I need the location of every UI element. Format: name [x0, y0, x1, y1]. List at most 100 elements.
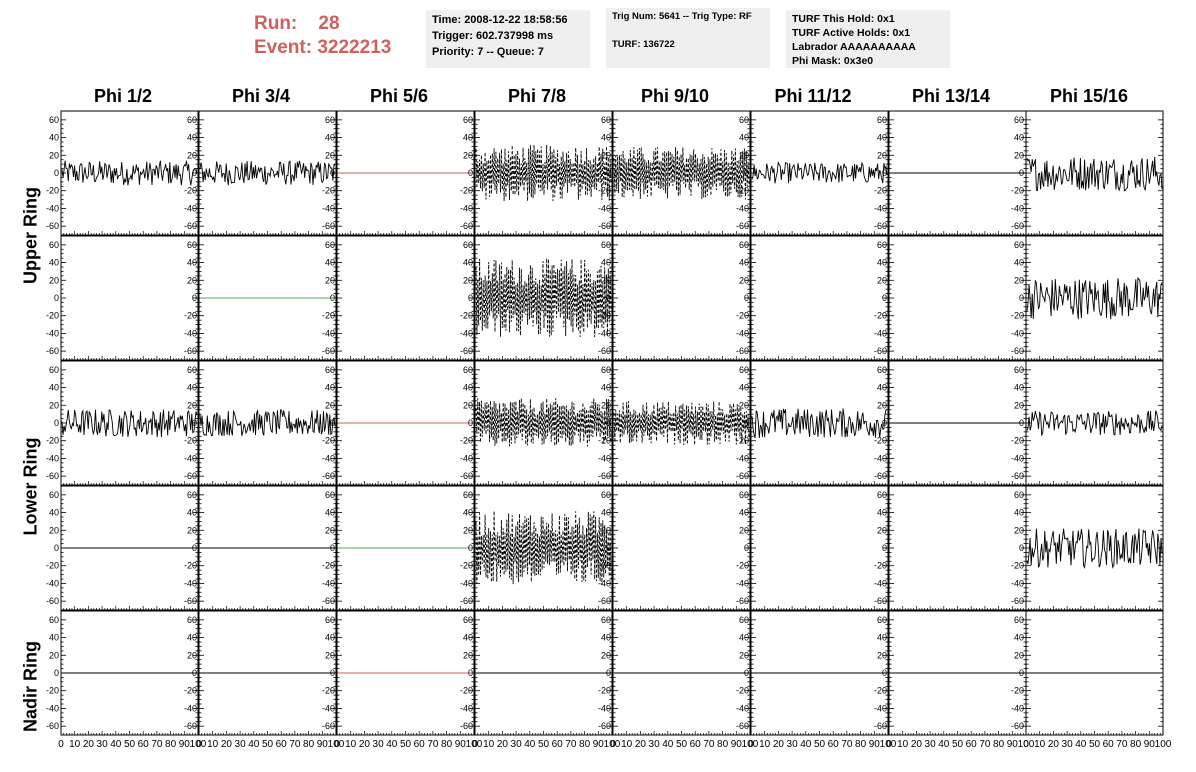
- y-tick-label: 60: [325, 115, 335, 125]
- y-tick-label: 60: [463, 115, 473, 125]
- x-tick-label: 60: [414, 739, 426, 750]
- y-tick-label: 0: [330, 293, 335, 303]
- x-tick-label: 60: [1103, 739, 1115, 750]
- y-tick-label: 60: [877, 490, 887, 500]
- waveform-panel: 60 40 20 0 -20 -40 -60: [184, 110, 337, 236]
- x-tick-label: 30: [925, 739, 937, 750]
- y-tick-label: 60: [601, 115, 611, 125]
- y-tick-label: -20: [1011, 686, 1024, 696]
- y-tick-label: 0: [1019, 543, 1024, 553]
- x-tick-label: 10: [759, 739, 771, 750]
- x-tick-label: 40: [110, 739, 122, 750]
- y-tick-label: 40: [463, 508, 473, 518]
- x-tick-label: 60: [828, 739, 840, 750]
- y-tick-label: -40: [736, 578, 749, 588]
- waveform-panel: 60 40 20 0 -20 -40 -60: [46, 485, 199, 611]
- run-value: 28: [318, 13, 340, 34]
- y-tick-label: 20: [601, 150, 611, 160]
- x-tick-label: 20: [359, 739, 371, 750]
- y-tick-label: 40: [1014, 258, 1024, 268]
- x-tick-label: 80: [303, 739, 315, 750]
- y-tick-label: 60: [601, 365, 611, 375]
- x-tick-label: 80: [165, 739, 177, 750]
- y-tick-label: -60: [184, 346, 197, 356]
- y-tick-label: 40: [739, 383, 749, 393]
- y-tick-label: 20: [601, 525, 611, 535]
- y-tick-label: 20: [187, 525, 197, 535]
- y-tick-label: 0: [882, 168, 887, 178]
- y-tick-label: 0: [468, 168, 473, 178]
- x-tick-label: 70: [703, 739, 715, 750]
- y-tick-label: 40: [601, 508, 611, 518]
- waveform-trace: [1026, 156, 1163, 192]
- y-tick-label: 0: [744, 168, 749, 178]
- priority-text: Priority: 7 -- Queue: 7: [432, 46, 544, 58]
- x-tick-label: 10: [621, 739, 633, 750]
- y-tick-label: -20: [322, 436, 335, 446]
- y-tick-label: 0: [882, 293, 887, 303]
- waveform-panel: 60 40 20 0 -20 -40 -60: [322, 110, 475, 236]
- x-tick-label: 100: [190, 739, 207, 750]
- waveform-panel: 60 40 20 0 -20 -40 -60: [460, 235, 613, 361]
- waveform-trace: [475, 144, 612, 202]
- y-tick-label: -20: [322, 686, 335, 696]
- y-tick-label: 40: [463, 383, 473, 393]
- x-tick-label: 50: [676, 739, 688, 750]
- waveform-trace: [613, 401, 750, 446]
- y-tick-label: 20: [1014, 275, 1024, 285]
- y-tick-label: 40: [49, 133, 59, 143]
- y-tick-label: -40: [322, 703, 335, 713]
- x-tick-label: 10: [207, 739, 219, 750]
- x-tick-label: 20: [1048, 739, 1060, 750]
- waveform-panel: 60 40 20 0 -20 -40 -60: [598, 360, 751, 486]
- y-tick-label: -40: [184, 203, 197, 213]
- time-text: Time: 2008-12-22 18:58:56: [432, 14, 568, 26]
- y-tick-label: -60: [1011, 471, 1024, 481]
- y-tick-label: 0: [330, 418, 335, 428]
- y-tick-label: -60: [460, 346, 473, 356]
- waveform-panel: 60 40 20 0 -20 -40 -60: [598, 235, 751, 361]
- y-tick-label: 40: [49, 633, 59, 643]
- y-tick-label: -40: [874, 203, 887, 213]
- column-header-phi-11-12: Phi 11/12: [774, 86, 852, 106]
- turf-active-holds-text: TURF Active Holds: 0x1: [792, 27, 911, 39]
- y-tick-label: 40: [601, 633, 611, 643]
- y-tick-label: -20: [460, 186, 473, 196]
- y-tick-label: 40: [739, 633, 749, 643]
- panel-frame: [612, 235, 751, 361]
- waveform-trace: [61, 409, 198, 438]
- x-tick-label: 90: [1007, 739, 1019, 750]
- y-tick-label: 40: [739, 258, 749, 268]
- y-tick-label: -20: [736, 686, 749, 696]
- y-tick-label: 0: [192, 668, 197, 678]
- x-tick-label: 70: [427, 739, 439, 750]
- x-tick-label: 50: [400, 739, 412, 750]
- panel-frame: [750, 235, 889, 361]
- x-tick-label: 0: [748, 739, 754, 750]
- x-tick-label: 10: [345, 739, 357, 750]
- y-tick-label: -20: [874, 186, 887, 196]
- y-tick-label: -20: [598, 436, 611, 446]
- y-tick-label: 20: [325, 150, 335, 160]
- y-tick-label: 20: [49, 150, 59, 160]
- y-tick-label: -20: [1011, 436, 1024, 446]
- y-tick-label: 40: [325, 383, 335, 393]
- y-tick-label: 20: [1014, 150, 1024, 160]
- trigger-text: Trigger: 602.737998 ms: [432, 30, 554, 42]
- y-tick-label: -20: [322, 561, 335, 571]
- y-tick-label: 20: [325, 275, 335, 285]
- y-tick-label: 0: [1019, 168, 1024, 178]
- y-tick-label: -20: [460, 686, 473, 696]
- y-tick-label: 0: [744, 668, 749, 678]
- y-tick-label: -40: [460, 703, 473, 713]
- y-tick-label: -20: [736, 561, 749, 571]
- y-tick-label: 20: [463, 400, 473, 410]
- column-header-phi-7-8: Phi 7/8: [507, 86, 567, 106]
- y-tick-label: 0: [468, 293, 473, 303]
- waveform-panel: 60 40 20 0 -20 -40 -60: [874, 360, 1027, 486]
- y-tick-label: 40: [1014, 633, 1024, 643]
- waveform-panel: 60 40 20 0 -20 -40 -60: [46, 110, 199, 236]
- y-tick-label: 60: [1014, 240, 1024, 250]
- y-tick-label: 0: [54, 293, 59, 303]
